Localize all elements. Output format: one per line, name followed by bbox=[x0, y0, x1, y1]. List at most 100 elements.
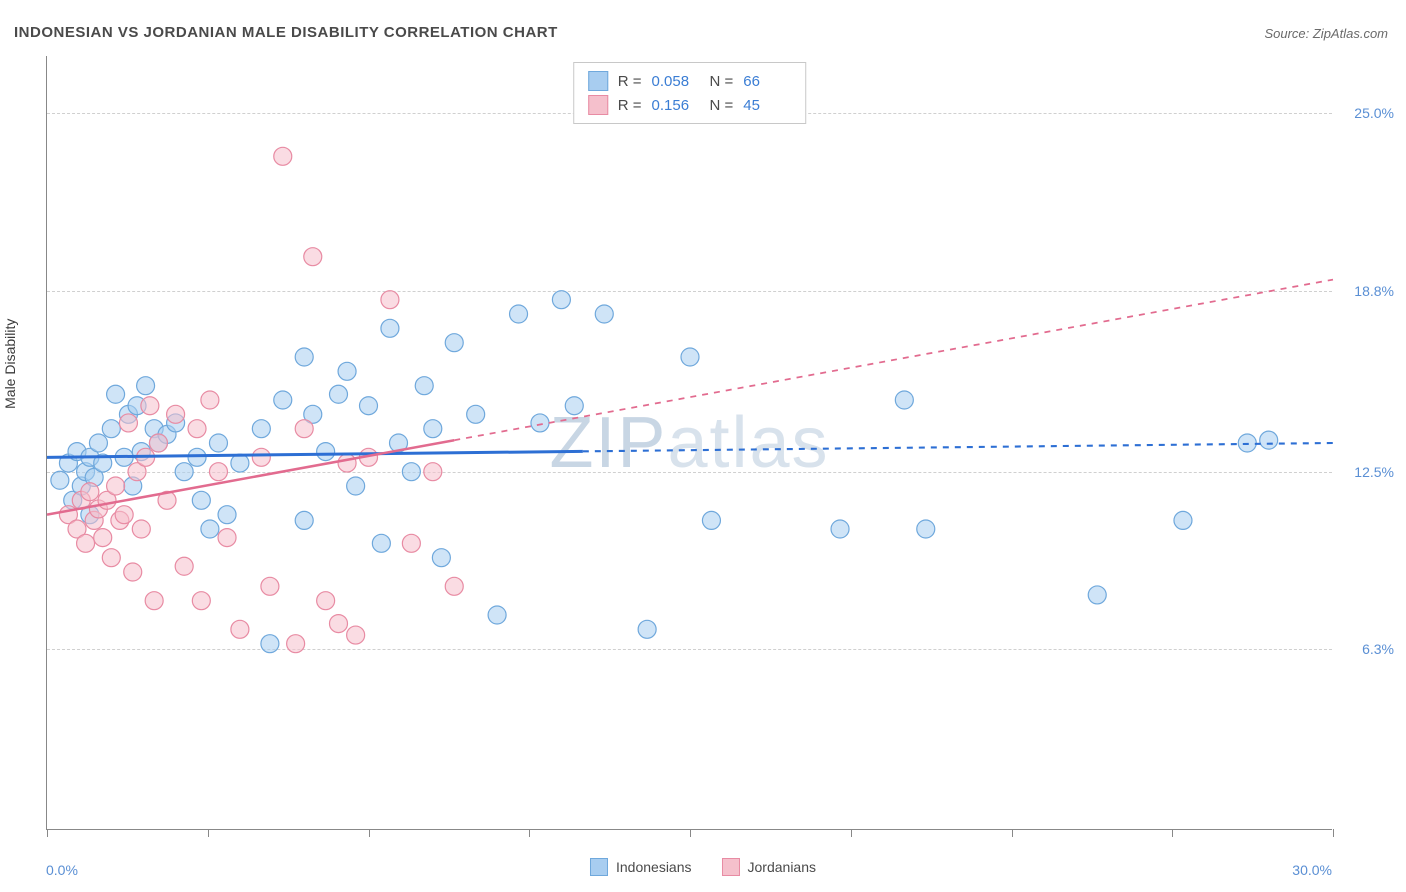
x-tick bbox=[851, 829, 852, 837]
data-point bbox=[510, 305, 528, 323]
data-point bbox=[402, 534, 420, 552]
data-point bbox=[488, 606, 506, 624]
n-label: N = bbox=[710, 97, 734, 114]
data-point bbox=[132, 520, 150, 538]
data-point bbox=[638, 620, 656, 638]
data-point bbox=[1174, 511, 1192, 529]
data-point bbox=[274, 147, 292, 165]
data-point bbox=[188, 448, 206, 466]
bottom-legend: Indonesians Jordanians bbox=[590, 858, 816, 876]
n-value: 66 bbox=[743, 73, 791, 90]
data-point bbox=[347, 626, 365, 644]
data-point bbox=[102, 549, 120, 567]
data-point bbox=[702, 511, 720, 529]
stats-legend-box: R =0.058N =66R =0.156N =45 bbox=[573, 62, 807, 124]
data-point bbox=[107, 385, 125, 403]
x-tick bbox=[208, 829, 209, 837]
data-point bbox=[565, 397, 583, 415]
r-value: 0.156 bbox=[652, 97, 700, 114]
data-point bbox=[107, 477, 125, 495]
data-point bbox=[115, 506, 133, 524]
data-point bbox=[77, 534, 95, 552]
data-point bbox=[552, 291, 570, 309]
data-point bbox=[175, 557, 193, 575]
data-point bbox=[261, 577, 279, 595]
data-point bbox=[372, 534, 390, 552]
data-point bbox=[231, 454, 249, 472]
y-tick-label: 12.5% bbox=[1354, 464, 1394, 480]
legend-swatch bbox=[588, 95, 608, 115]
data-point bbox=[209, 434, 227, 452]
data-point bbox=[119, 414, 137, 432]
data-point bbox=[295, 348, 313, 366]
data-point bbox=[51, 471, 69, 489]
n-label: N = bbox=[710, 73, 734, 90]
x-axis-max-label: 30.0% bbox=[1292, 862, 1332, 878]
data-point bbox=[89, 434, 107, 452]
chart-title: INDONESIAN VS JORDANIAN MALE DISABILITY … bbox=[14, 24, 558, 41]
legend-swatch bbox=[722, 858, 740, 876]
data-point bbox=[381, 291, 399, 309]
data-point bbox=[415, 377, 433, 395]
data-point bbox=[347, 477, 365, 495]
data-point bbox=[432, 549, 450, 567]
legend-item: Jordanians bbox=[722, 858, 817, 876]
data-point bbox=[145, 592, 163, 610]
x-tick bbox=[1172, 829, 1173, 837]
data-point bbox=[467, 405, 485, 423]
r-label: R = bbox=[618, 73, 642, 90]
data-point bbox=[681, 348, 699, 366]
data-point bbox=[94, 529, 112, 547]
data-point bbox=[360, 397, 378, 415]
data-point bbox=[424, 420, 442, 438]
chart-container: INDONESIAN VS JORDANIAN MALE DISABILITY … bbox=[0, 0, 1406, 892]
scatter-plot bbox=[47, 56, 1332, 829]
legend-item: Indonesians bbox=[590, 858, 692, 876]
data-point bbox=[201, 520, 219, 538]
trend-line-solid bbox=[47, 440, 454, 514]
data-point bbox=[1088, 586, 1106, 604]
data-point bbox=[167, 405, 185, 423]
y-axis-label: Male Disability bbox=[2, 319, 18, 409]
data-point bbox=[149, 434, 167, 452]
data-point bbox=[81, 483, 99, 501]
data-point bbox=[137, 377, 155, 395]
data-point bbox=[329, 615, 347, 633]
legend-swatch bbox=[590, 858, 608, 876]
r-label: R = bbox=[618, 97, 642, 114]
x-tick bbox=[529, 829, 530, 837]
data-point bbox=[102, 420, 120, 438]
data-point bbox=[295, 420, 313, 438]
data-point bbox=[295, 511, 313, 529]
data-point bbox=[231, 620, 249, 638]
data-point bbox=[274, 391, 292, 409]
data-point bbox=[424, 463, 442, 481]
data-point bbox=[895, 391, 913, 409]
legend-label: Indonesians bbox=[616, 859, 692, 875]
data-point bbox=[218, 506, 236, 524]
trend-line-dashed bbox=[583, 443, 1333, 451]
stats-row: R = 0.156 N = 45 bbox=[588, 93, 792, 117]
stats-row: R =0.058N =66 bbox=[588, 69, 792, 93]
x-tick bbox=[369, 829, 370, 837]
data-point bbox=[287, 635, 305, 653]
data-point bbox=[304, 248, 322, 266]
x-axis-min-label: 0.0% bbox=[46, 862, 78, 878]
data-point bbox=[381, 319, 399, 337]
data-point bbox=[445, 577, 463, 595]
data-point bbox=[917, 520, 935, 538]
n-value: 45 bbox=[743, 97, 791, 114]
data-point bbox=[252, 420, 270, 438]
data-point bbox=[531, 414, 549, 432]
y-tick-label: 18.8% bbox=[1354, 283, 1394, 299]
data-point bbox=[831, 520, 849, 538]
source-attribution: Source: ZipAtlas.com bbox=[1264, 26, 1388, 41]
data-point bbox=[175, 463, 193, 481]
data-point bbox=[1260, 431, 1278, 449]
data-point bbox=[402, 463, 420, 481]
data-point bbox=[252, 448, 270, 466]
x-tick bbox=[1333, 829, 1334, 837]
data-point bbox=[218, 529, 236, 547]
data-point bbox=[445, 334, 463, 352]
data-point bbox=[317, 592, 335, 610]
